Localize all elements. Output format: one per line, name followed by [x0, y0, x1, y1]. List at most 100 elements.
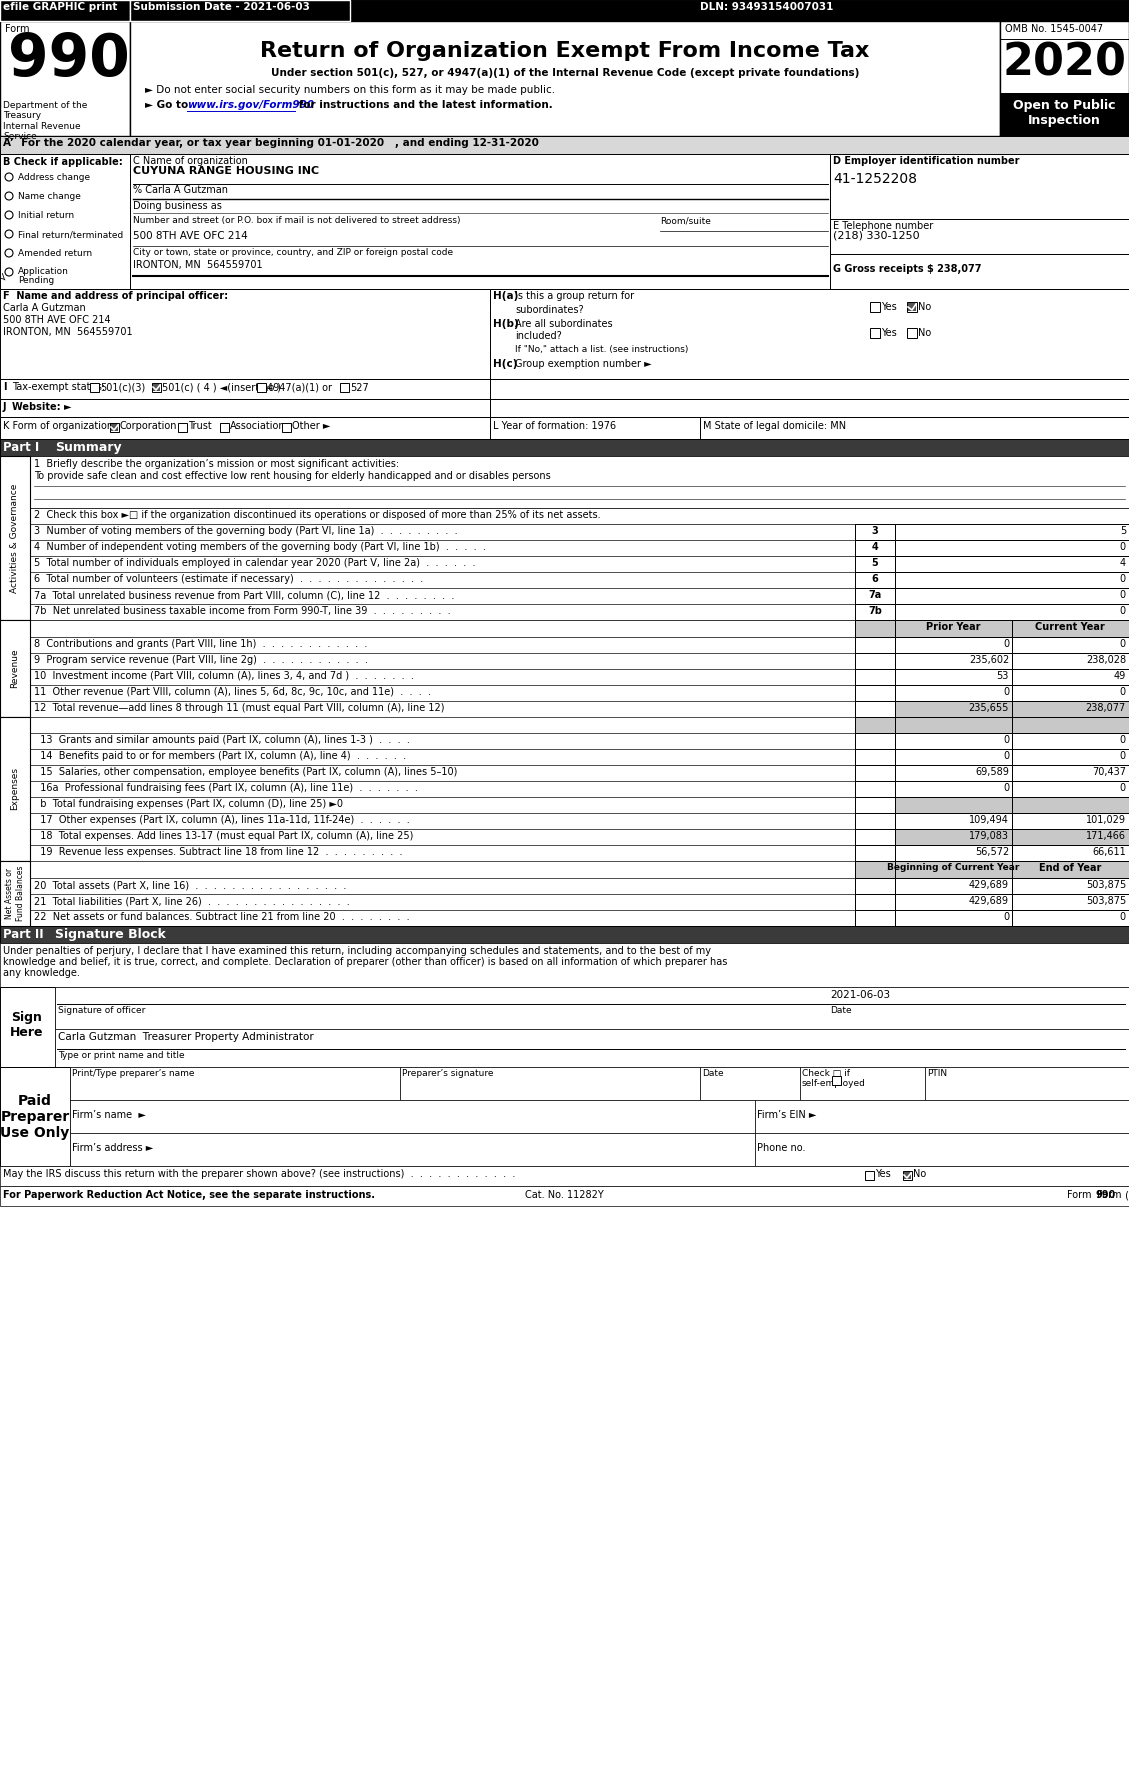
- Text: 0: 0: [1003, 912, 1009, 922]
- Text: No: No: [913, 1170, 926, 1178]
- Bar: [895, 555, 1129, 571]
- Bar: [0, 987, 55, 1067]
- Bar: [0, 638, 855, 654]
- Text: CUYUNA RANGE HOUSING INC: CUYUNA RANGE HOUSING INC: [133, 167, 320, 176]
- Text: Preparer’s signature: Preparer’s signature: [402, 1069, 493, 1078]
- Bar: [855, 620, 895, 638]
- Text: Tax-exempt status:: Tax-exempt status:: [12, 381, 105, 392]
- Text: 429,689: 429,689: [969, 879, 1009, 890]
- Text: Form: Form: [1097, 1189, 1124, 1200]
- Text: 238,028: 238,028: [1086, 656, 1126, 664]
- Bar: [0, 813, 855, 829]
- Text: Pending: Pending: [18, 276, 54, 285]
- Bar: [700, 417, 1129, 439]
- Text: 235,655: 235,655: [969, 704, 1009, 713]
- Text: 527: 527: [350, 383, 369, 392]
- Text: Firm’s EIN ►: Firm’s EIN ►: [758, 1110, 816, 1119]
- Text: Form: Form: [5, 23, 29, 34]
- Text: ► Do not enter social security numbers on this form as it may be made public.: ► Do not enter social security numbers o…: [145, 84, 555, 95]
- Bar: [0, 380, 490, 399]
- Bar: [1012, 654, 1129, 670]
- Bar: [855, 813, 895, 829]
- Bar: [1000, 93, 1129, 136]
- Text: If "No," attach a list. (see instructions): If "No," attach a list. (see instruction…: [515, 346, 689, 355]
- Bar: [490, 380, 1129, 399]
- Text: Yes: Yes: [881, 328, 896, 338]
- Bar: [855, 910, 895, 926]
- Text: Address change: Address change: [18, 174, 90, 183]
- Text: Part I: Part I: [3, 441, 40, 453]
- Text: 18  Total expenses. Add lines 13-17 (must equal Part IX, column (A), line 25): 18 Total expenses. Add lines 13-17 (must…: [34, 831, 413, 842]
- Text: 101,029: 101,029: [1086, 815, 1126, 826]
- Bar: [832, 1076, 841, 1085]
- Text: Carla Gutzman  Treasurer Property Administrator: Carla Gutzman Treasurer Property Adminis…: [58, 1032, 314, 1042]
- Text: Type or print name and title: Type or print name and title: [58, 1051, 185, 1060]
- Bar: [0, 716, 855, 733]
- Text: 429,689: 429,689: [969, 896, 1009, 906]
- Text: % Carla A Gutzman: % Carla A Gutzman: [133, 184, 228, 195]
- Text: Paid
Preparer
Use Only: Paid Preparer Use Only: [0, 1094, 70, 1141]
- Text: 503,875: 503,875: [1086, 896, 1126, 906]
- Text: 10  Investment income (Part VIII, column (A), lines 3, 4, and 7d )  .  .  .  .  : 10 Investment income (Part VIII, column …: [34, 672, 414, 681]
- Bar: [0, 509, 1129, 525]
- Bar: [1012, 620, 1129, 638]
- Text: End of Year: End of Year: [1039, 863, 1101, 872]
- Bar: [895, 670, 1012, 684]
- Bar: [0, 1067, 70, 1166]
- Bar: [1012, 878, 1129, 894]
- Bar: [0, 525, 1129, 541]
- Bar: [110, 423, 119, 432]
- Text: H(b): H(b): [493, 319, 518, 330]
- Bar: [855, 829, 895, 845]
- Text: 0: 0: [1003, 750, 1009, 761]
- Text: 15  Salaries, other compensation, employee benefits (Part IX, column (A), lines : 15 Salaries, other compensation, employe…: [34, 767, 457, 777]
- Bar: [895, 829, 1012, 845]
- Text: Initial return: Initial return: [18, 211, 75, 220]
- Text: City or town, state or province, country, and ZIP or foreign postal code: City or town, state or province, country…: [133, 247, 453, 256]
- Bar: [855, 894, 895, 910]
- Bar: [895, 654, 1012, 670]
- Bar: [1012, 716, 1129, 733]
- Text: 8  Contributions and grants (Part VIII, line 1h)  .  .  .  .  .  .  .  .  .  .  : 8 Contributions and grants (Part VIII, l…: [34, 639, 367, 648]
- Text: 0: 0: [1003, 639, 1009, 648]
- Text: 4: 4: [872, 543, 878, 552]
- Text: 4  Number of independent voting members of the governing body (Part VI, line 1b): 4 Number of independent voting members o…: [34, 543, 485, 552]
- Text: www.irs.gov/Form990: www.irs.gov/Form990: [187, 100, 314, 109]
- Bar: [490, 399, 1129, 417]
- Text: E Telephone number: E Telephone number: [833, 220, 934, 231]
- Bar: [1012, 829, 1129, 845]
- Bar: [0, 417, 490, 439]
- Bar: [895, 845, 1012, 861]
- Bar: [855, 541, 895, 555]
- Text: Date: Date: [702, 1069, 724, 1078]
- Text: 500 8TH AVE OFC 214: 500 8TH AVE OFC 214: [3, 315, 111, 324]
- Bar: [855, 716, 895, 733]
- Bar: [855, 555, 895, 571]
- Text: 9  Program service revenue (Part VIII, line 2g)  .  .  .  .  .  .  .  .  .  .  .: 9 Program service revenue (Part VIII, li…: [34, 656, 368, 664]
- Bar: [1012, 861, 1129, 878]
- Text: included?: included?: [515, 331, 562, 340]
- Bar: [870, 303, 879, 312]
- Bar: [178, 423, 187, 432]
- Bar: [0, 829, 855, 845]
- Bar: [1012, 765, 1129, 781]
- Text: knowledge and belief, it is true, correct, and complete. Declaration of preparer: knowledge and belief, it is true, correc…: [3, 956, 727, 967]
- Text: M State of legal domicile: MN: M State of legal domicile: MN: [703, 421, 846, 432]
- Text: 235,602: 235,602: [969, 656, 1009, 664]
- Text: 53: 53: [997, 672, 1009, 681]
- Text: 0: 0: [1120, 750, 1126, 761]
- Text: Is this a group return for: Is this a group return for: [515, 290, 634, 301]
- Bar: [257, 383, 266, 392]
- Bar: [490, 417, 700, 439]
- Bar: [282, 423, 291, 432]
- Bar: [111, 424, 119, 432]
- Bar: [895, 638, 1012, 654]
- Text: No: No: [918, 328, 931, 338]
- Text: Room/suite: Room/suite: [660, 217, 711, 226]
- Bar: [0, 926, 1129, 944]
- Text: any knowledge.: any knowledge.: [3, 967, 80, 978]
- Bar: [0, 399, 490, 417]
- Bar: [0, 654, 855, 670]
- Text: 7a: 7a: [868, 589, 882, 600]
- Text: 19  Revenue less expenses. Subtract line 18 from line 12  .  .  .  .  .  .  .  .: 19 Revenue less expenses. Subtract line …: [34, 847, 403, 858]
